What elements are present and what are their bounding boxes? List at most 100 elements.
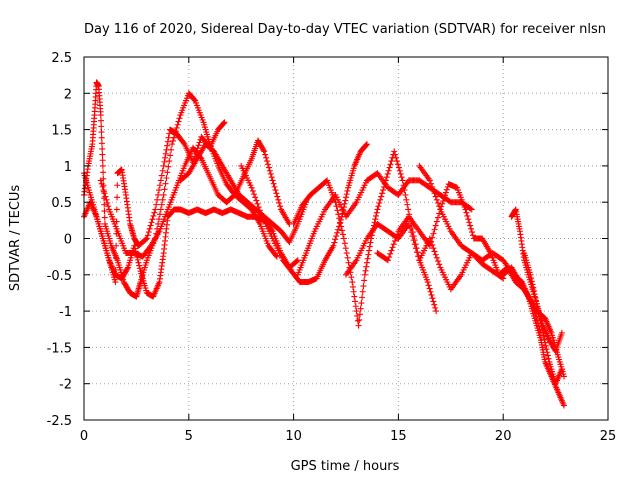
- data-point: [143, 235, 150, 242]
- data-point: [350, 288, 357, 295]
- data-point: [431, 226, 438, 233]
- data-point: [353, 308, 360, 315]
- data-point: [163, 175, 170, 181]
- data-point: [169, 137, 176, 144]
- data-point: [433, 218, 440, 225]
- data-point: [166, 158, 173, 165]
- data-point: [439, 200, 446, 207]
- data-point: [105, 203, 112, 210]
- data-point: [160, 162, 167, 169]
- x-tick-label: 5: [185, 429, 193, 444]
- data-point: [101, 208, 108, 215]
- data-point: [529, 281, 536, 288]
- data-point: [462, 206, 469, 213]
- data-point: [135, 259, 142, 266]
- data-point: [541, 336, 548, 343]
- data-point: [404, 201, 411, 208]
- data-point: [425, 282, 432, 289]
- data-point: [101, 190, 108, 197]
- data-point: [530, 287, 537, 294]
- data-point: [332, 236, 339, 243]
- data-point: [427, 288, 434, 295]
- data-point: [98, 117, 105, 124]
- data-point: [98, 129, 105, 136]
- data-point: [330, 242, 337, 249]
- data-point: [396, 167, 403, 174]
- data-point: [384, 170, 391, 177]
- data-point: [535, 310, 542, 317]
- data-point: [338, 223, 345, 230]
- data-point: [372, 216, 379, 223]
- data-point: [263, 154, 270, 161]
- data-point: [365, 251, 372, 258]
- data-point: [144, 232, 151, 239]
- data-point: [408, 229, 415, 236]
- data-point: [433, 196, 440, 203]
- data-point: [155, 187, 162, 194]
- data-point: [248, 184, 255, 191]
- data-point: [99, 151, 106, 158]
- y-tick-label: 0.5: [51, 196, 72, 211]
- data-point: [468, 225, 475, 232]
- y-tick-label: 2.5: [51, 51, 72, 66]
- data-point: [537, 320, 544, 327]
- data-point: [409, 233, 416, 240]
- data-point: [173, 124, 180, 131]
- x-tick-label: 20: [495, 429, 512, 444]
- data-point: [170, 134, 177, 141]
- data-point: [124, 265, 131, 272]
- data-point: [383, 174, 390, 181]
- data-points: [81, 79, 567, 409]
- data-point: [358, 300, 365, 307]
- data-point: [99, 162, 106, 169]
- data-point: [464, 212, 471, 219]
- data-point: [155, 216, 162, 223]
- series-track-11: [416, 162, 567, 409]
- data-point: [220, 120, 227, 127]
- data-point: [432, 222, 439, 229]
- grid: [84, 57, 608, 420]
- data-point: [268, 174, 275, 181]
- data-point: [340, 235, 347, 242]
- data-point: [97, 177, 104, 184]
- data-point: [355, 322, 362, 329]
- data-point: [268, 227, 275, 234]
- data-point: [398, 174, 405, 181]
- data-point: [155, 191, 162, 198]
- data-point: [98, 180, 105, 187]
- data-point: [146, 225, 153, 232]
- data-point: [540, 329, 547, 336]
- data-point: [114, 194, 121, 201]
- data-point: [364, 255, 371, 262]
- data-point: [542, 339, 549, 346]
- data-point: [428, 291, 435, 298]
- data-point: [436, 203, 443, 210]
- data-point: [345, 259, 352, 266]
- data-point: [361, 277, 368, 284]
- data-point: [151, 209, 158, 216]
- data-point: [430, 230, 437, 237]
- data-point: [403, 196, 410, 203]
- data-point: [407, 225, 414, 232]
- data-point: [343, 250, 350, 257]
- data-point: [431, 248, 438, 255]
- data-point: [463, 209, 470, 216]
- data-point: [267, 170, 274, 177]
- data-point: [148, 219, 155, 226]
- data-point: [334, 229, 341, 236]
- data-point: [429, 183, 436, 190]
- data-point: [264, 161, 271, 168]
- data-point: [113, 206, 120, 213]
- data-point: [351, 293, 358, 300]
- chart-title: Day 116 of 2020, Sidereal Day-to-day VTE…: [84, 22, 606, 37]
- data-point: [167, 152, 174, 159]
- data-point: [385, 167, 392, 174]
- data-point: [359, 288, 366, 295]
- data-point: [334, 207, 341, 214]
- data-point: [527, 271, 534, 278]
- data-point: [433, 254, 440, 261]
- data-point: [374, 206, 381, 213]
- data-point: [195, 142, 202, 149]
- y-tick-label: 1.5: [51, 124, 72, 139]
- series-track-5: [177, 141, 310, 246]
